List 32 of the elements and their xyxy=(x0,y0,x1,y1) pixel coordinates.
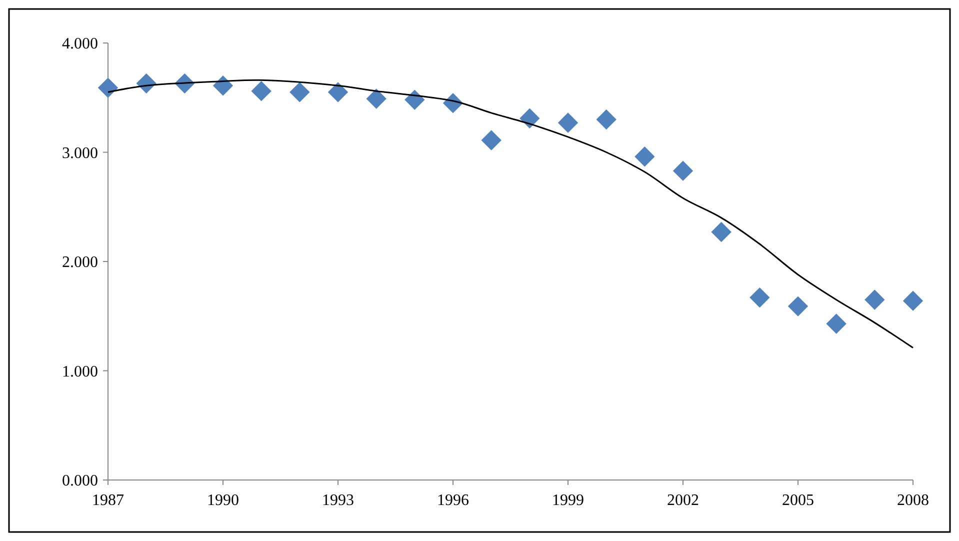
y-tick-label: 3.000 xyxy=(62,144,98,162)
y-tick-label: 1.000 xyxy=(62,363,98,380)
point xyxy=(404,90,425,110)
x-tick-label: 1987 xyxy=(92,492,124,509)
point xyxy=(711,222,732,242)
x-tick-label: 1996 xyxy=(437,492,469,509)
x-tick-label: 2002 xyxy=(667,492,699,509)
y-tick-label: 2.000 xyxy=(62,254,98,272)
x-tick-label: 2005 xyxy=(782,492,814,509)
point xyxy=(98,78,118,98)
point xyxy=(251,80,272,102)
point xyxy=(826,314,846,334)
point xyxy=(212,76,234,96)
y-tick-label: 0.000 xyxy=(62,472,98,490)
point xyxy=(788,296,808,316)
point xyxy=(864,290,885,310)
point xyxy=(596,109,616,130)
point xyxy=(558,112,578,133)
point xyxy=(520,108,540,128)
point xyxy=(481,130,502,150)
point xyxy=(290,82,310,102)
x-tick-label: 1999 xyxy=(552,492,584,509)
point xyxy=(328,82,348,102)
y-tick-label: 4.000 xyxy=(62,36,98,53)
x-tick-label: 1990 xyxy=(207,492,239,509)
x-tick-label: 1993 xyxy=(322,492,354,509)
x-tick-label: 2008 xyxy=(897,492,929,509)
point xyxy=(750,287,770,308)
point xyxy=(902,290,924,311)
point xyxy=(366,88,386,109)
point xyxy=(672,160,694,181)
point xyxy=(634,146,655,167)
